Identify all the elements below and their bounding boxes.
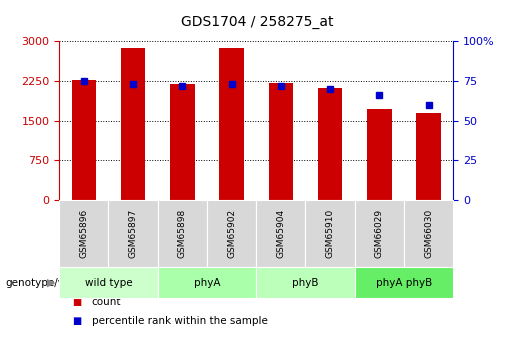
Text: GSM66030: GSM66030	[424, 209, 433, 258]
Text: GSM66029: GSM66029	[375, 209, 384, 258]
Text: GSM65902: GSM65902	[227, 209, 236, 258]
Text: phyA: phyA	[194, 278, 220, 288]
Bar	[268, 83, 293, 200]
Bar	[318, 88, 342, 200]
Bar	[367, 109, 391, 200]
Text: GDS1704 / 258275_at: GDS1704 / 258275_at	[181, 16, 334, 29]
Text: GSM65897: GSM65897	[129, 209, 138, 258]
Text: GSM65898: GSM65898	[178, 209, 187, 258]
Text: GSM65904: GSM65904	[277, 209, 285, 258]
Bar	[416, 114, 441, 200]
Text: percentile rank within the sample: percentile rank within the sample	[92, 316, 268, 326]
Text: phyA phyB: phyA phyB	[376, 278, 432, 288]
Text: GSM65910: GSM65910	[325, 209, 335, 258]
Text: phyB: phyB	[292, 278, 319, 288]
Text: GSM65896: GSM65896	[79, 209, 89, 258]
Bar	[170, 84, 195, 200]
Text: ▶: ▶	[47, 278, 56, 288]
Text: ■: ■	[72, 316, 81, 326]
Bar	[72, 80, 96, 200]
Text: ■: ■	[72, 297, 81, 307]
Text: count: count	[92, 297, 121, 307]
Text: wild type: wild type	[84, 278, 132, 288]
Text: genotype/variation: genotype/variation	[5, 278, 104, 288]
Bar	[121, 48, 145, 200]
Bar	[219, 48, 244, 200]
